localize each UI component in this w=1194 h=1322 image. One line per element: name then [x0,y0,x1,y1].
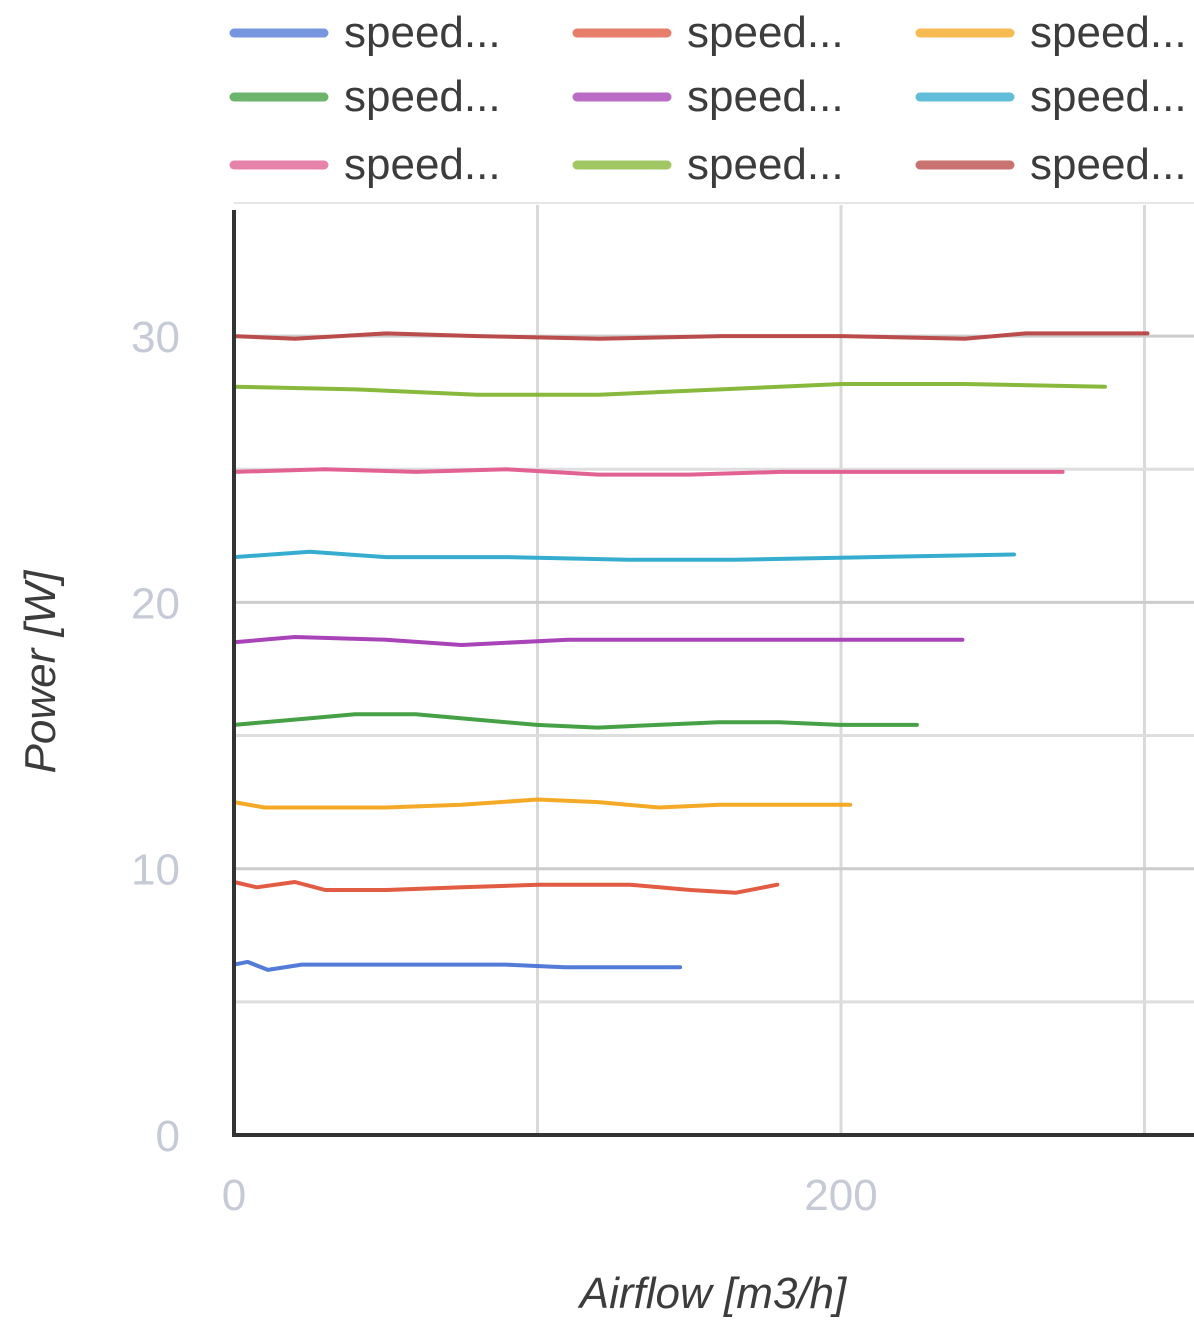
legend-item[interactable]: speed... [572,8,844,57]
y-axis-title: Power [W] [16,569,65,774]
legend-item[interactable]: speed... [915,72,1187,121]
y-tick-label: 10 [131,846,180,895]
series-line [232,959,683,972]
legend-label: speed... [687,8,844,57]
series-lines [232,331,1150,972]
series-line [232,797,853,810]
legend: speed... speed... speed... speed... speed...… [229,8,1187,189]
legend-label: speed... [687,72,844,121]
y-tick-label: 30 [131,313,180,362]
legend-item[interactable]: speed... [915,140,1187,189]
legend-item[interactable]: speed... [915,8,1187,57]
y-tick-label: 0 [156,1112,180,1161]
legend-item[interactable]: speed... [229,8,501,57]
tick-labels: 0 10 20 30 0 200 [131,313,878,1220]
series-line [232,635,965,647]
x-tick-label: 200 [804,1171,877,1220]
legend-item[interactable]: speed... [572,140,844,189]
series-line [232,880,780,895]
legend-label: speed... [1030,8,1187,57]
x-tick-label: 0 [222,1171,246,1220]
legend-label: speed... [344,72,501,121]
series-line [232,331,1150,341]
series-line [232,467,1065,477]
legend-label: speed... [344,8,501,57]
y-tick-label: 20 [131,579,180,628]
series-line [232,382,1107,397]
x-axis-title: Airflow [m3/h] [577,1269,848,1318]
legend-label: speed... [687,140,844,189]
series-line [232,549,1016,562]
legend-item[interactable]: speed... [572,72,844,121]
legend-item[interactable]: speed... [229,72,501,121]
legend-label: speed... [1030,72,1187,121]
legend-label: speed... [1030,140,1187,189]
gridlines [234,202,1194,1135]
legend-item[interactable]: speed... [229,140,501,189]
axes [232,210,1194,1137]
legend-label: speed... [344,140,501,189]
series-line [232,712,919,730]
